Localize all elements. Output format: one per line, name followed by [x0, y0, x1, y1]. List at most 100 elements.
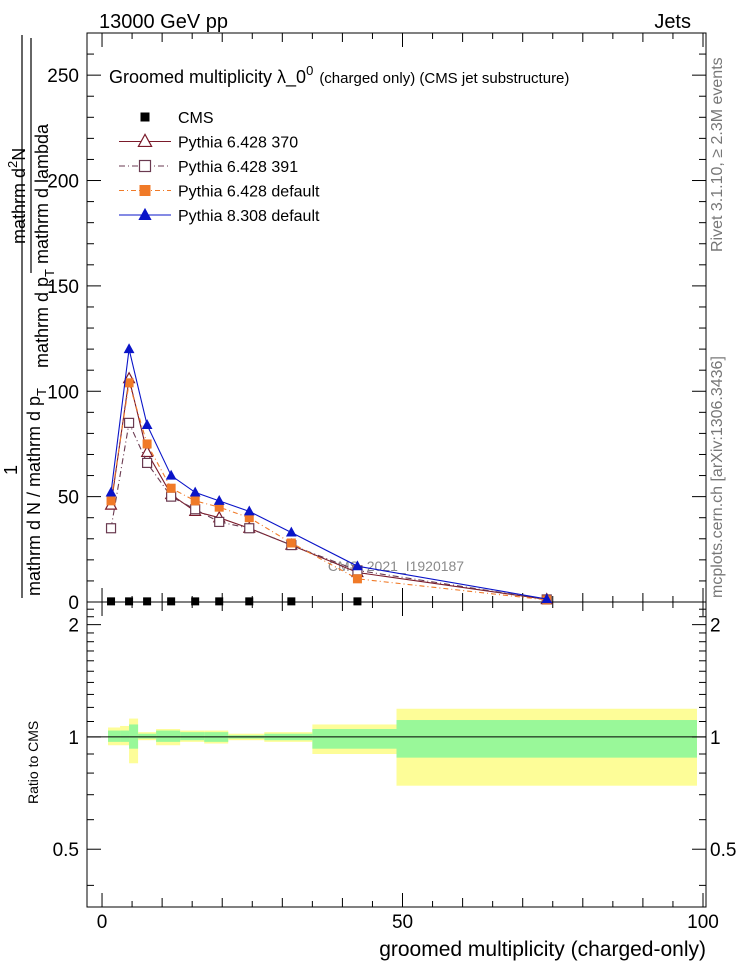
series-0-point [353, 597, 362, 606]
series-4-point [213, 494, 225, 505]
series-4-point [165, 469, 177, 480]
series-3-point [352, 574, 362, 584]
series-3-point [124, 378, 134, 388]
ratio-band-inner-0 [108, 730, 121, 742]
series-3-point [244, 513, 254, 523]
legend-marker-2 [138, 159, 152, 173]
header-right: Jets [654, 11, 691, 33]
ratio-axis-ticks: 0.5 0.5 1 1 2 2 0 50 100 [53, 602, 736, 933]
ratio-ylabel: Ratio to CMS [25, 721, 41, 804]
ratio-xtick-label: 100 [687, 912, 719, 933]
rivet-label: Rivet 3.1.10, ≥ 2.3M events [709, 57, 726, 252]
series-1-point [140, 445, 154, 458]
series-line-1 [110, 378, 547, 601]
series-2-point [123, 417, 135, 428]
ylabel-denominator: mathrm d N / mathrm d pT [24, 388, 49, 596]
series-0-point [215, 597, 224, 606]
legend-marker-3 [139, 185, 151, 196]
ratio-band-inner-3 [138, 733, 157, 739]
series-0-point [167, 597, 176, 606]
ratio-ytick-label-right: 1 [710, 728, 721, 749]
series-4-point [285, 526, 297, 537]
main-ytick-label: 200 [47, 172, 79, 193]
ratio-band-inner-9 [312, 729, 397, 749]
series-2-point [141, 457, 153, 469]
legend: CMS Pythia 6.428 370 Pythia 6.428 391 Pythi… [119, 110, 320, 225]
series-4-point [243, 505, 255, 516]
main-ytick-label: 0 [68, 593, 79, 614]
ylabel-den2-sub: T [42, 269, 57, 277]
main-ylabel: 1 mathrm d N / mathrm d pT mathrm d2N ma… [1, 35, 57, 598]
analysis-watermark: CMS_2021_I1920187 [328, 558, 464, 574]
ratio-band-inner-10 [396, 720, 697, 758]
series-2-point [244, 523, 255, 534]
ratio-bands [87, 708, 706, 786]
legend-marker-0 [140, 112, 150, 122]
mcplots-label: mcplots.cern.ch [arXiv:1306.3436] [709, 356, 726, 598]
series-2-point [190, 504, 201, 515]
series-4-point [189, 486, 201, 497]
series-0-point [107, 597, 116, 606]
series-3-point [286, 538, 296, 548]
main-ytick-label: 250 [47, 66, 79, 87]
ratio-band-inner-4 [156, 730, 181, 742]
ratio-ytick-label-left: 2 [68, 616, 79, 637]
series-0-point [287, 597, 296, 606]
plot-title-sup: 0 [306, 63, 313, 78]
series-0 [107, 597, 362, 606]
ylabel-den-sub: T [34, 388, 49, 396]
series-line-4 [110, 348, 547, 600]
legend-label-1: Pythia 6.428 370 [178, 135, 298, 152]
plot-title-suffix: (charged only) (CMS jet substructure) [319, 70, 569, 87]
series-4-point [352, 560, 363, 571]
ylabel-den2-text: mathrm d p [32, 277, 52, 368]
series-3-point [190, 496, 200, 506]
series-2-point [166, 491, 177, 502]
series-4-point [105, 486, 117, 497]
series-4-point [123, 343, 135, 354]
ratio-ytick-label-right: 0.5 [710, 840, 736, 861]
legend-label-3: Pythia 6.428 default [178, 184, 320, 201]
ratio-ytick-label-left: 0.5 [53, 840, 79, 861]
legend-label-2: Pythia 6.428 391 [178, 159, 298, 176]
ratio-ytick-label-left: 1 [68, 728, 79, 749]
ylabel-inner-den: mathrm d pT mathrm d lambda [32, 123, 57, 368]
ylabel-num-rest: N [9, 148, 29, 161]
plot-title-main: Groomed multiplicity λ_0 [109, 67, 306, 88]
series-3-point [166, 483, 176, 493]
main-ytick-label: 100 [47, 382, 79, 403]
series-0-point [245, 597, 254, 606]
main-ytick-label: 50 [58, 488, 79, 509]
series-2-point [214, 516, 225, 528]
ratio-plot-frame [86, 601, 707, 908]
series-3-point [142, 439, 152, 449]
series-3-point [214, 502, 224, 512]
ylabel-num-sup: 2 [5, 161, 20, 168]
ylabel-den-text: mathrm d N / mathrm d p [24, 396, 44, 596]
series-3-point [106, 496, 116, 506]
series-2-point [105, 523, 117, 534]
main-axis-ticks: 0 50 100 150 200 250 [47, 33, 706, 614]
ratio-xtick-label: 0 [97, 912, 108, 933]
series-4 [105, 343, 553, 604]
series-0-point [191, 597, 200, 606]
ylabel-one: 1 [1, 465, 21, 475]
ratio-band-inner-1 [120, 730, 130, 742]
series-0-point [125, 597, 134, 606]
ylabel-num-text: mathrm d [9, 168, 29, 244]
plot-title: Groomed multiplicity λ_00 (charged only) … [109, 63, 569, 88]
ylabel-den2-rest: mathrm d lambda [32, 123, 52, 269]
ylabel-inner-num: mathrm d2N [5, 148, 29, 244]
legend-label-4: Pythia 8.308 default [178, 208, 320, 225]
xaxis-label: groomed multiplicity (charged-only) [379, 938, 706, 961]
ratio-ytick-label-right: 2 [710, 616, 721, 637]
series-4-point [141, 419, 153, 430]
main-series [104, 343, 554, 606]
legend-marker-1 [137, 133, 153, 148]
ratio-xtick-label: 50 [392, 912, 413, 933]
header-left: 13000 GeV pp [99, 11, 228, 33]
series-4-point [541, 593, 553, 604]
series-2 [105, 417, 552, 605]
ratio-band-inner-5 [180, 732, 205, 741]
